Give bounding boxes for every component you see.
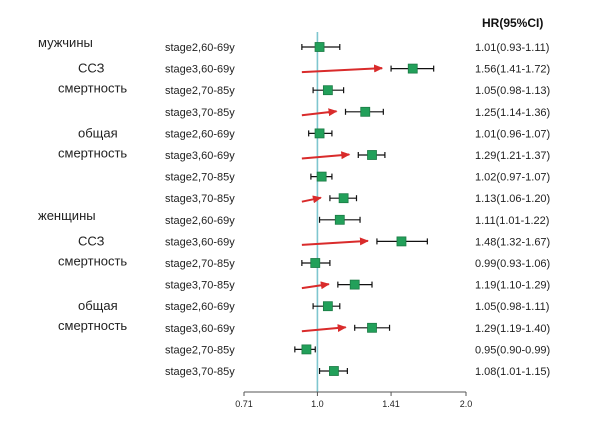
row-label: stage3,60-69y [165,64,235,76]
hr-ci-text: 1.56(1.41-1.72) [475,64,550,76]
x-tick-label: 1.41 [382,399,400,409]
group-label: общая [78,125,118,140]
row-label: stage3,60-69y [165,323,235,335]
hr-point [367,322,377,333]
x-axis: 0.71 1.0 1.41 2.0 [235,391,473,409]
hr-ci-text: 1.29(1.19-1.40) [475,323,550,335]
highlight-arrow [301,151,351,160]
hr-ci-text: 1.48(1.32-1.67) [475,236,550,248]
highlight-arrow [301,237,369,246]
row-label: stage2,70-85y [165,85,235,97]
row-label: stage2,70-85y [165,344,235,356]
row-label: stage3,60-69y [165,150,235,162]
hr-point [314,128,325,139]
row-label: stage3,70-85y [165,107,235,119]
hr-point [407,63,418,74]
hr-point [367,150,377,160]
study-rows: stage2,60-69y 1.01(0.93-1.11) stage3,60-69… [165,42,550,378]
row-label: stage3,70-85y [165,366,235,378]
hr-ci-text: 1.01(0.93-1.11) [475,42,549,54]
hr-ci-text: 0.99(0.93-1.06) [475,258,550,270]
hr-ci-text: 1.08(1.01-1.15) [475,366,550,378]
hr-point [316,171,327,182]
group-labels: мужчины ССЗ смертность общая смертность женщи… [38,35,127,333]
group-label: смертность [58,145,127,160]
hr-point [301,344,312,355]
group-label: смертность [58,81,127,96]
highlight-arrow [301,64,384,74]
hr-point [310,258,321,268]
group-label: ССЗ [78,61,105,76]
hr-point [338,193,349,204]
group-label: смертность [58,318,127,333]
row-label: stage2,60-69y [165,301,235,313]
hr-ci-text: 1.13(1.06-1.20) [475,193,550,205]
x-tick-label: 2.0 [460,399,473,409]
hr-ci-text: 1.05(0.98-1.13) [475,85,550,97]
hr-point [334,214,345,225]
highlight-arrow [301,281,330,290]
group-label: мужчины [38,35,93,50]
hr-column-header: HR(95%CI) [482,16,543,30]
group-label: общая [78,298,118,313]
row-label: stage3,70-85y [165,193,235,205]
hr-point [360,106,371,117]
row-label: stage2,60-69y [165,128,235,140]
highlight-arrow [301,195,322,204]
hr-ci-text: 1.01(0.96-1.07) [475,128,550,140]
hr-ci-text: 1.29(1.21-1.37) [475,150,550,162]
group-label: женщины [38,208,96,223]
hr-ci-text: 0.95(0.90-0.99) [475,344,550,356]
hr-point [396,236,407,247]
row-label: stage3,70-85y [165,280,235,292]
highlight-arrow [301,324,347,333]
hr-point [322,85,333,96]
plot-marks [294,42,435,376]
hr-ci-text: 1.05(0.98-1.11) [475,301,549,313]
x-tick-label: 1.0 [311,399,324,409]
hr-ci-text: 1.19(1.10-1.29) [475,280,550,292]
row-label: stage2,70-85y [165,258,235,270]
row-label: stage2,60-69y [165,215,235,227]
hr-point [322,301,333,312]
row-label: stage2,60-69y [165,42,235,54]
group-label: смертность [58,253,127,268]
x-tick-label: 0.71 [235,399,253,409]
row-label: stage3,60-69y [165,236,235,248]
group-label: ССЗ [78,233,105,248]
hr-point [349,279,360,290]
highlight-arrow [301,108,338,117]
hr-point [314,42,325,52]
row-label: stage2,70-85y [165,172,235,184]
hr-point [329,366,339,376]
hr-ci-text: 1.11(1.01-1.22) [475,215,549,227]
hr-ci-text: 1.02(0.97-1.07) [475,172,550,184]
hr-ci-text: 1.25(1.14-1.36) [475,107,550,119]
